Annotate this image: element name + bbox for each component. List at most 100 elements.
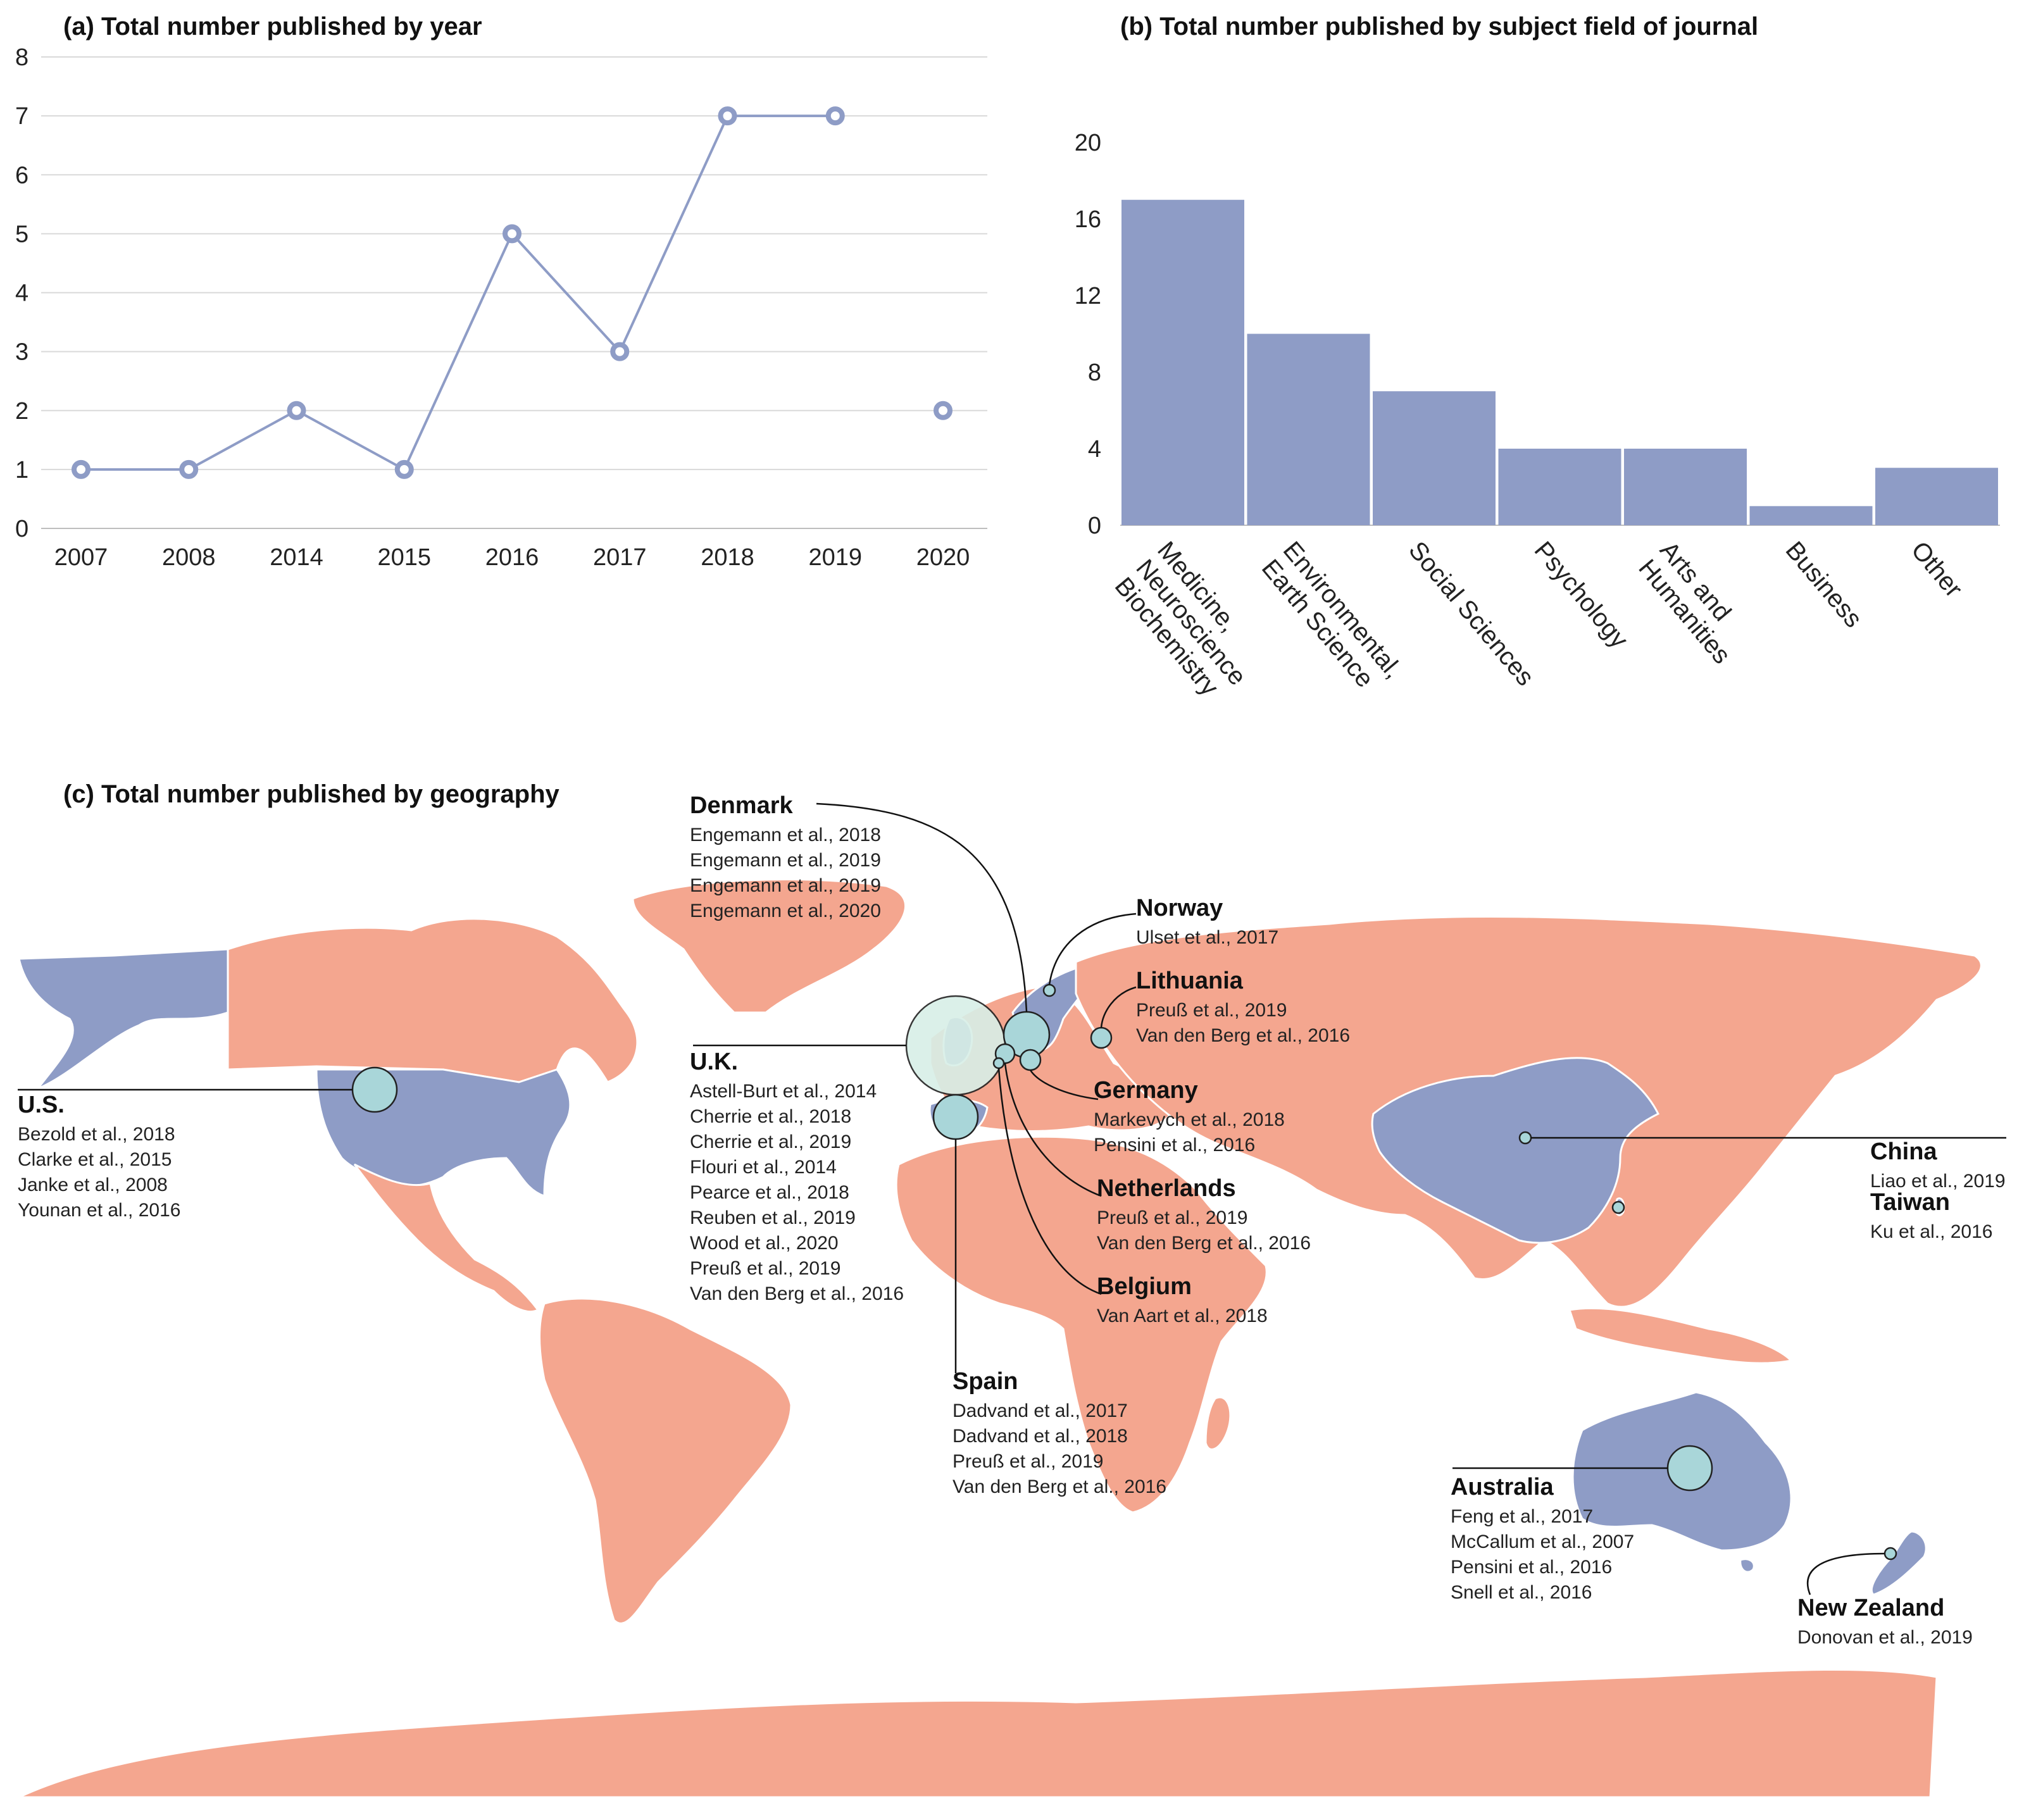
panel-a-point-2020 [934,401,953,420]
country-label-belgium: Belgium Van Aart et al., 2018 [1097,1273,1268,1326]
country-label-spain: Spain Dadvand et al., 2017 Dadvand et al.,… [953,1368,1166,1497]
new-zealand-bubble [1883,1547,1897,1561]
reference-citation: Bezold et al., 2018 [18,1124,175,1145]
panel-b-category-label: Psychology [1529,537,1634,654]
country-name: Lithuania [1136,968,1244,994]
spain-bubble [932,1094,979,1140]
country-label-lithuania: Lithuania Preuß et al., 2019 Van den Berg … [1136,968,1350,1046]
reference-citation: Dadvand et al., 2017 [953,1400,1128,1421]
reference-citation: Preuß et al., 2019 [1136,1000,1287,1021]
country-name: Norway [1136,895,1223,921]
panel-b-category-label-line: Other [1906,537,1968,603]
reference-citation: Liao et al., 2019 [1870,1171,2006,1192]
reference-citation: Pensini et al., 2016 [1451,1557,1612,1578]
panel-a-point-2019 [825,106,845,126]
panel-b-bar [1875,468,1998,525]
southeast-asia-islands-shape [1568,1307,1794,1364]
panel-a-point-2007 [72,459,91,479]
country-name: Australia [1451,1474,1554,1500]
panel-a-point-2018 [718,106,737,126]
reference-citation: Markevych et al., 2018 [1094,1109,1285,1130]
us-bubble [351,1066,398,1113]
panel-a-y-tick-label: 5 [15,221,28,247]
panel-b-category-label: Environmental,Earth Science [1256,537,1408,693]
reference-citation: Ku et al., 2016 [1870,1221,1992,1242]
lithuania-leader [1100,986,1137,1028]
country-name: Belgium [1097,1273,1192,1300]
reference-citation: Cherrie et al., 2019 [690,1131,851,1152]
panel-b-category-label: Business [1780,537,1868,633]
greenland-shape [632,878,907,1014]
panel-a-y-tick-label: 6 [15,162,28,189]
reference-citation: Van den Berg et al., 2016 [690,1283,904,1304]
panel-b-title: (b) Total number published by subject fi… [1120,13,1758,41]
reference-citation: Engemann et al., 2019 [690,850,881,871]
country-name: New Zealand [1797,1595,1944,1621]
norway-bubble [1042,983,1056,997]
reference-citation: Pensini et al., 2016 [1094,1135,1255,1156]
panel-a-y-tick-label: 2 [15,398,28,425]
panel-a-title: (a) Total number published by year [63,13,482,41]
germany-leader [1029,1069,1099,1100]
panel-b-category-label-line: Psychology [1529,537,1634,654]
panel-a-x-tick-label: 2018 [701,544,754,571]
panel-b-category-label: Social Sciences [1403,537,1539,692]
panel-b-category-label-line: Social Sciences [1403,537,1539,692]
tasmania-shape [1739,1558,1755,1573]
panel-b-bar [1624,449,1747,525]
panel-a-point-2014 [287,401,306,420]
reference-citation: Reuben et al., 2019 [690,1207,856,1228]
panel-a-x-tick-label: 2014 [270,544,323,571]
reference-citation: Van den Berg et al., 2016 [1097,1233,1311,1254]
panel-a-x-tick-label: 2007 [54,544,108,571]
country-label-netherlands: Netherlands Preuß et al., 2019 Van den Ber… [1097,1175,1311,1254]
country-label-norway: Norway Ulset et al., 2017 [1136,895,1278,948]
reference-citation: Pearce et al., 2018 [690,1182,849,1203]
panel-c-map: (c) Total number published by geography [18,780,2006,1798]
country-name: Netherlands [1097,1175,1236,1202]
reference-citation: Flouri et al., 2014 [690,1157,837,1178]
panel-a-y-tick-label: 3 [15,339,28,366]
panel-a-x-tick-label: 2017 [593,544,647,571]
reference-citation: Ulset et al., 2017 [1136,927,1278,948]
reference-citation: Engemann et al., 2018 [690,825,881,845]
africa-shape [895,1135,1268,1514]
panel-b-bar [1373,391,1496,525]
world-map [18,878,1982,1798]
country-label-u-s: U.S. Bezold et al., 2018 Clarke et al., 20… [18,1092,180,1221]
madagascar-shape [1204,1396,1232,1450]
panel-b-y-tick-label: 4 [1088,436,1101,463]
reference-citation: Astell-Burt et al., 2014 [690,1081,877,1102]
reference-citation: Preuß et al., 2019 [690,1258,840,1279]
reference-citation: Van Aart et al., 2018 [1097,1306,1268,1326]
country-name: U.S. [18,1092,65,1118]
china-bubble [1518,1131,1532,1145]
alaska-shape [18,948,229,1091]
panel-b-category-label-line: Business [1780,537,1868,633]
panel-a-x-tick-label: 2016 [485,544,539,571]
reference-citation: Feng et al., 2017 [1451,1506,1593,1527]
panel-b-bar-chart: (b) Total number published by subject fi… [1075,13,2000,701]
panel-a-line-chart: (a) Total number published by year 0 1 2 3 4… [15,13,987,571]
panel-a-series-line [81,115,835,471]
leader-lines [18,802,2006,1595]
country-name: Denmark [690,792,793,819]
country-name: Germany [1094,1077,1198,1104]
reference-citation: Preuß et al., 2019 [1097,1207,1247,1228]
panel-a-y-tick-label: 1 [15,457,28,483]
panel-a-y-tick-label: 7 [15,103,28,130]
panel-c-title: (c) Total number published by geography [63,780,560,808]
uk-bubble [905,995,1006,1096]
panel-b-category-label: Other [1906,537,1968,603]
panel-a-y-ticks: 0 1 2 3 4 5 6 7 8 [15,44,28,542]
reference-citation: Snell et al., 2016 [1451,1582,1592,1603]
panel-a-point-2017 [610,342,630,361]
country-label-australia: Australia Feng et al., 2017 McCallum et al… [1451,1474,1634,1603]
reference-citation: Preuß et al., 2019 [953,1451,1103,1472]
panel-b-bar [1749,506,1873,525]
panel-a-point-2015 [394,459,414,479]
country-name: Spain [953,1368,1018,1395]
panel-b-y-tick-label: 12 [1075,283,1101,309]
